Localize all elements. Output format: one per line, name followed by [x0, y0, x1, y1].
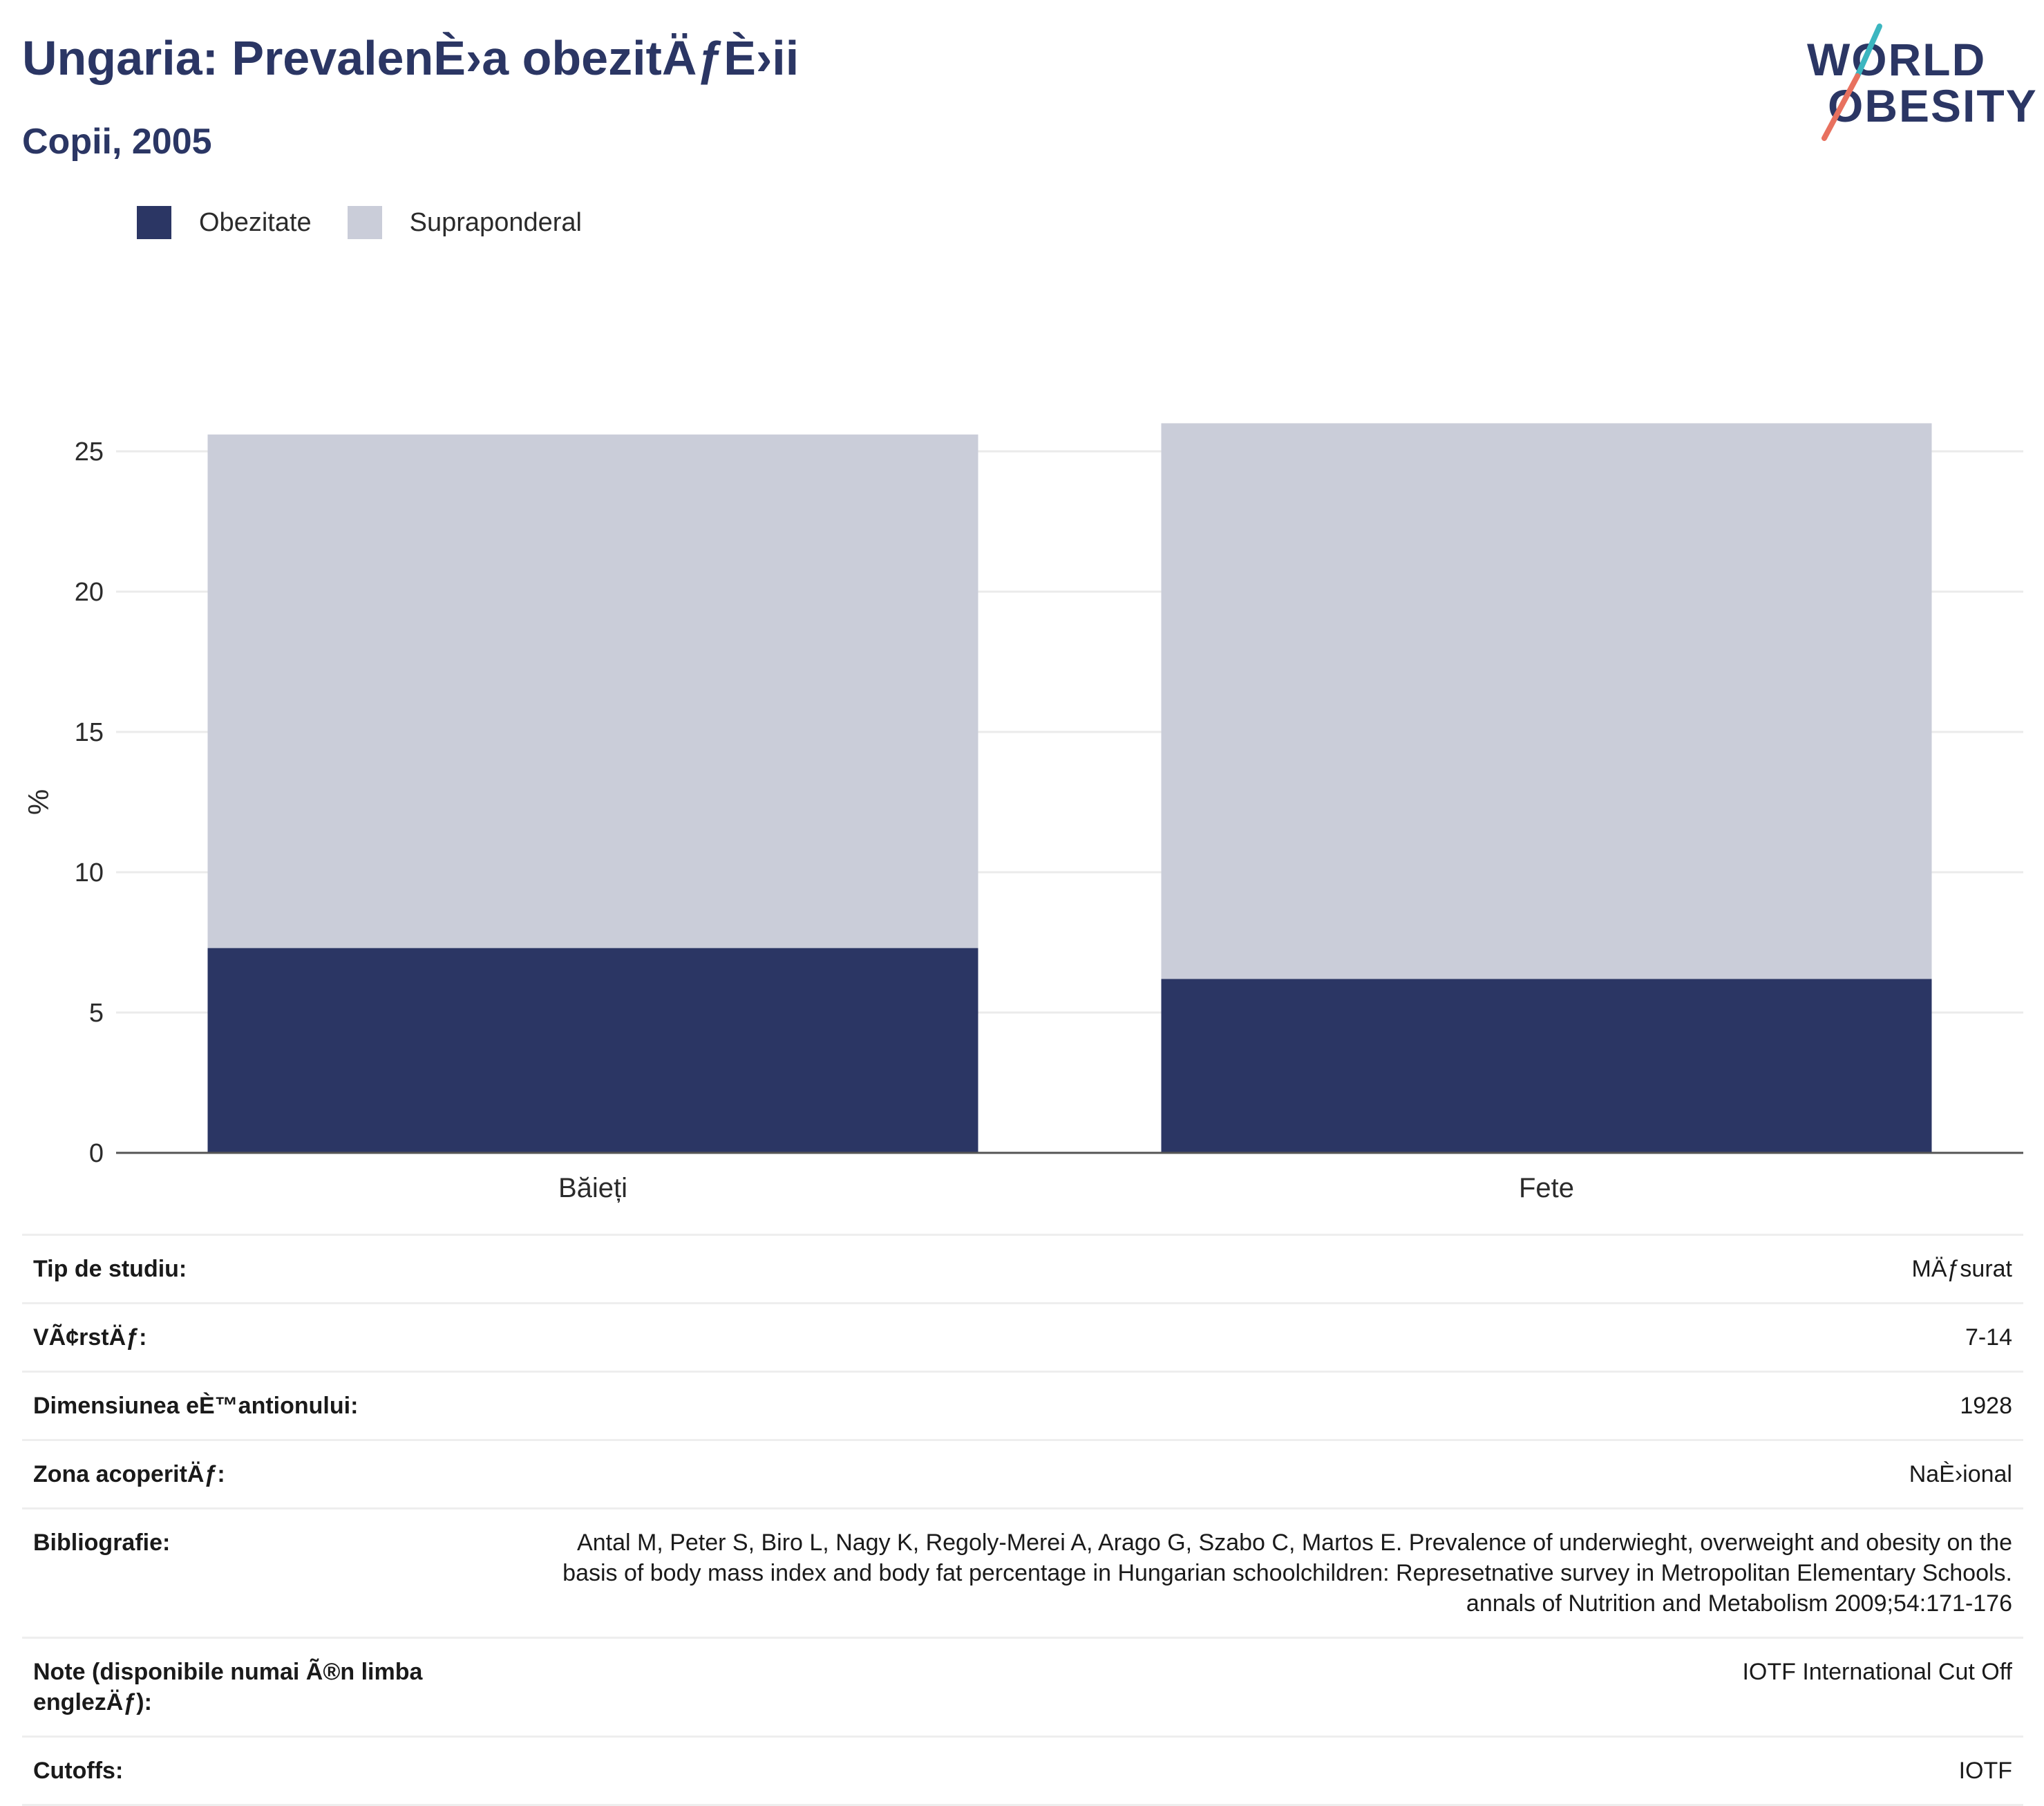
legend-swatch-obezitate [137, 206, 171, 239]
world-obesity-logo: WORLD OBESITY [1804, 21, 2036, 145]
study-details-table: Tip de studiu: MÄƒsurat VÃ¢rstÄƒ: 7-14 D… [22, 1234, 2023, 1806]
details-label: Dimensiunea eÈ™antionului: [33, 1393, 359, 1419]
x-tick-label: Băieți [558, 1173, 627, 1203]
details-row-bibliografie: Bibliografie: Antal M, Peter S, Biro L, … [22, 1507, 2023, 1637]
details-row-tip-studiu: Tip de studiu: MÄƒsurat [22, 1234, 2023, 1302]
details-value: 1928 [1960, 1393, 2012, 1419]
details-label: Zona acoperitÄƒ: [33, 1461, 225, 1487]
details-label: VÃ¢rstÄƒ: [33, 1324, 147, 1351]
details-value: NaÈ›ional [1909, 1461, 2012, 1487]
details-row-note: Note (disponibile numai Ã®n limba englez… [22, 1637, 2023, 1736]
bar-supraponderal [1161, 423, 1932, 979]
y-tick-label: 15 [75, 718, 104, 747]
bar-obezitate [1161, 979, 1932, 1153]
legend-item-obezitate: Obezitate [137, 206, 312, 239]
y-tick-label: 20 [75, 578, 104, 607]
page-title: Ungaria: PrevalenÈ›a obezitÄƒÈ›ii [22, 31, 799, 85]
logo-line-2: OBESITY [1828, 80, 2038, 131]
details-value: IOTF International Cut Off [1742, 1659, 2012, 1685]
chart-legend: Obezitate Supraponderal [137, 206, 618, 239]
details-value: IOTF [1958, 1758, 2012, 1784]
y-tick-label: 5 [89, 999, 104, 1028]
logo-slash-icon [1821, 23, 1882, 141]
legend-label-obezitate: Obezitate [199, 207, 312, 237]
details-value: MÄƒsurat [1911, 1256, 2013, 1282]
legend-label-supraponderal: Supraponderal [409, 207, 582, 237]
legend-swatch-supraponderal [347, 206, 382, 239]
bar-obezitate [207, 948, 978, 1153]
details-label: Note (disponibile numai Ã®n limba englez… [33, 1659, 423, 1715]
stacked-bar-chart: 0 5 10 15 20 25 Băieți Fete% [22, 423, 2023, 1203]
y-tick-label: 0 [89, 1139, 104, 1168]
legend-item-supraponderal: Supraponderal [347, 206, 582, 239]
details-row-varsta: VÃ¢rstÄƒ: 7-14 [22, 1302, 2023, 1371]
details-label: Bibliografie: [33, 1530, 171, 1556]
bar-supraponderal [207, 434, 978, 948]
y-tick-label: 10 [75, 858, 104, 887]
details-row-cutoffs: Cutoffs: IOTF [22, 1736, 2023, 1806]
logo-line-1: WORLD [1807, 34, 1987, 85]
details-label: Cutoffs: [33, 1758, 124, 1784]
x-tick-label: Fete [1519, 1173, 1574, 1203]
y-axis-label: % [22, 789, 55, 815]
y-tick-label: 25 [75, 438, 104, 467]
details-value: 7-14 [1965, 1324, 2012, 1351]
details-label: Tip de studiu: [33, 1256, 187, 1282]
details-row-zona: Zona acoperitÄƒ: NaÈ›ional [22, 1439, 2023, 1507]
details-value: Antal M, Peter S, Biro L, Nagy K, Regoly… [562, 1530, 2012, 1617]
page-subtitle: Copii, 2005 [22, 122, 212, 162]
details-row-dimensiune: Dimensiunea eÈ™antionului: 1928 [22, 1371, 2023, 1439]
